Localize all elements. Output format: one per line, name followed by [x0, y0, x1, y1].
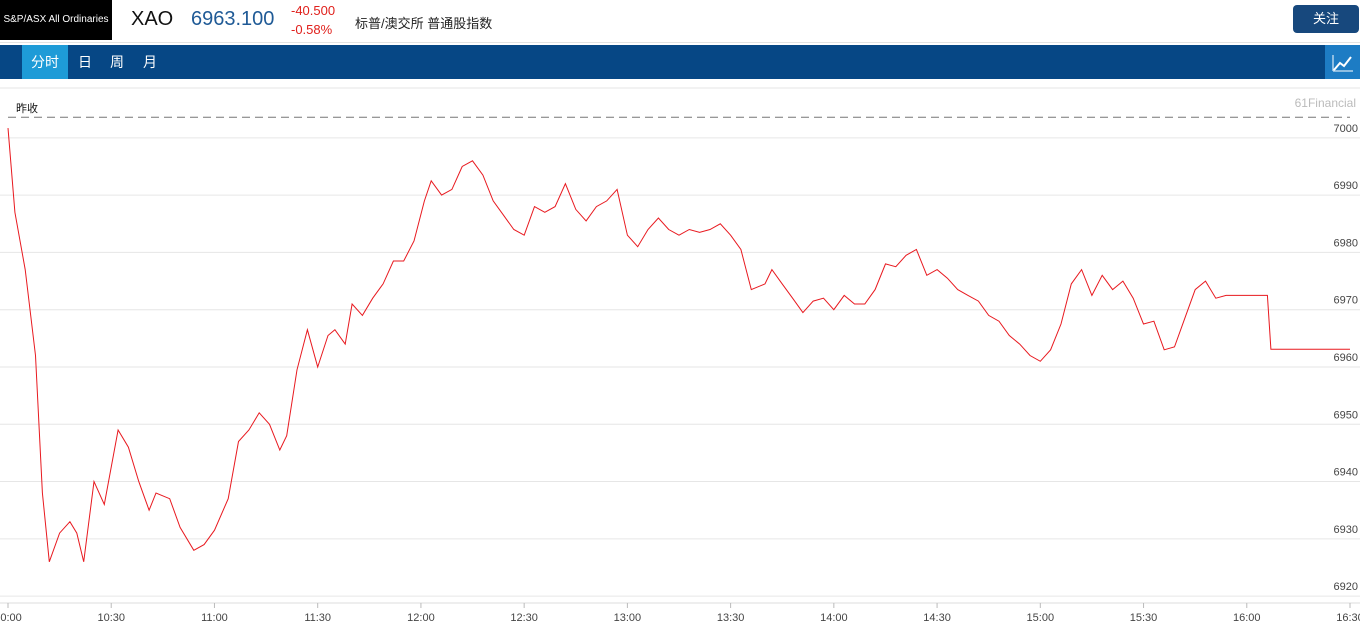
change-pct: -0.58%: [291, 22, 333, 37]
x-tick-label: 16:00: [1233, 612, 1261, 624]
reference-label: 昨收: [16, 101, 38, 115]
change: -40.500: [291, 3, 336, 18]
y-tick-label: 6930: [1334, 524, 1358, 536]
price-line: [7, 128, 1350, 562]
header: S&P/ASX All Ordinaries XAO 6963.100 -40.…: [0, 0, 1360, 43]
tab[interactable]: 日: [78, 54, 92, 70]
x-tick-label: 13:00: [614, 612, 642, 624]
y-tick-label: 6990: [1334, 180, 1358, 192]
follow-button[interactable]: 关注: [1293, 5, 1359, 33]
y-tick-label: 6920: [1334, 581, 1358, 593]
x-tick-label: 10:30: [97, 612, 125, 624]
description: 标普/澳交所 普通股指数: [355, 16, 493, 31]
ticker: XAO: [131, 8, 174, 30]
y-tick-label: 6970: [1334, 295, 1358, 307]
y-tick-label: 6950: [1334, 409, 1358, 421]
x-tick-label: 11:00: [201, 612, 228, 624]
icon: [1332, 55, 1353, 72]
x-tick-label: 12:30: [510, 612, 538, 624]
x-tick-label: 13:30: [717, 612, 745, 624]
y-tick-label: 6980: [1334, 237, 1358, 249]
x-tick-label: 11:30: [304, 612, 331, 624]
y-tick-label: 6940: [1334, 467, 1358, 479]
tab[interactable]: 周: [110, 54, 124, 70]
x-tick-label: 15:30: [1130, 612, 1158, 624]
watermark: 61Financial: [1295, 96, 1356, 110]
chart: 61Financial 6920 6930 6940 6950 6960 6970 6980…: [0, 87, 1360, 624]
x-tick-label: 12:00: [407, 612, 435, 624]
x-tick-label: 14:30: [923, 612, 951, 624]
chart-icon[interactable]: [1325, 45, 1360, 79]
index-name: S&P/ASX All Ordinaries: [0, 0, 112, 40]
tab-bar: 分时 日 周 月: [0, 45, 1360, 79]
y-tick-label: 6960: [1334, 352, 1358, 364]
x-tick-label: 10:00: [0, 612, 22, 624]
y-tick-label: 7000: [1334, 123, 1358, 135]
x-tick-label: 16:30: [1336, 612, 1360, 624]
price: 6963.100: [191, 8, 275, 30]
tab[interactable]: 分时: [22, 45, 68, 79]
x-tick-label: 14:00: [820, 612, 848, 624]
tab[interactable]: 月: [143, 54, 157, 70]
x-tick-label: 15:00: [1027, 612, 1055, 624]
